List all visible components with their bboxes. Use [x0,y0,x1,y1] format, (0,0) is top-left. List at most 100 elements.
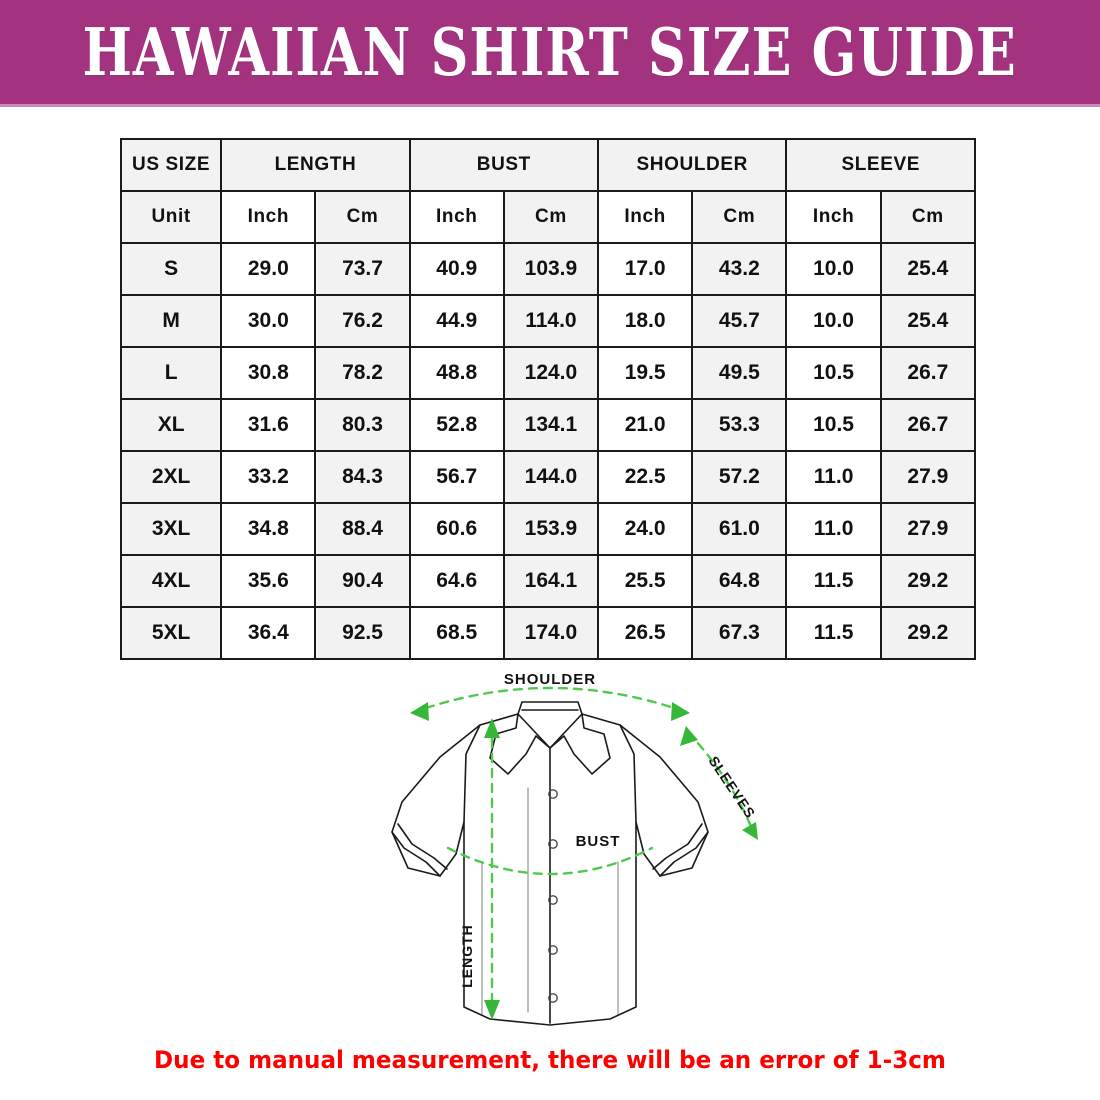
cell-size: M [119,294,223,348]
cell-shoulder_in: 17.0 [597,242,694,296]
cell-shoulder_cm: 45.7 [691,294,788,348]
collar-stand [517,701,583,715]
cell-bust_cm: 153.9 [502,502,600,556]
table-head: US SIZE LENGTH BUST SHOULDER SLEEVE Unit… [119,138,977,244]
cell-sleeve_in: 11.0 [785,450,882,504]
cell-length_in: 36.4 [220,606,317,660]
cell-shoulder_cm: 53.3 [691,398,788,452]
sleeves-arrow-bottom [742,822,758,840]
cell-size: XL [119,398,223,452]
cell-bust_in: 40.9 [408,242,505,296]
measurement-error-note: Due to manual measurement, there will be… [154,1046,946,1074]
size-table-container: US SIZE LENGTH BUST SHOULDER SLEEVE Unit… [119,138,977,660]
right-lapel [549,713,611,775]
unit-header-row: Unit Inch Cm Inch Cm Inch Cm Inch Cm [119,190,977,244]
cell-shoulder_cm: 67.3 [691,606,788,660]
button-5 [548,993,558,1003]
cell-sleeve_cm: 26.7 [879,398,977,452]
cell-shoulder_cm: 43.2 [691,242,788,296]
cell-bust_in: 52.8 [408,398,505,452]
cell-sleeve_cm: 29.2 [879,554,977,608]
unit-header-sleeve-cm: Cm [879,190,977,244]
button-4 [548,945,558,955]
unit-header-shoulder-cm: Cm [691,190,788,244]
cell-sleeve_cm: 27.9 [879,502,977,556]
cell-shoulder_in: 26.5 [597,606,694,660]
table-row: S 29.0 73.7 40.9 103.9 17.0 43.2 10.0 25.4 [119,242,977,296]
button-2 [548,839,558,849]
shoulder-guide-line [424,686,676,710]
left-lapel [489,713,551,775]
right-cuff-line-b [652,823,703,870]
shirt-diagram-svg: SHOULDER SLEEVES BUST LENGTH [391,671,759,1026]
shirt-outline [391,701,709,1026]
cell-length_in: 30.0 [220,294,317,348]
length-arrow-top [484,718,500,738]
cell-bust_cm: 174.0 [502,606,600,660]
cell-shoulder_in: 21.0 [597,398,694,452]
measurement-guides [424,686,756,1016]
cell-shoulder_in: 25.5 [597,554,694,608]
size-table: US SIZE LENGTH BUST SHOULDER SLEEVE Unit… [119,138,977,660]
label-length: LENGTH [459,924,475,988]
cell-sleeve_in: 11.5 [785,606,882,660]
cell-length_in: 30.8 [220,346,317,400]
cell-length_in: 29.0 [220,242,317,296]
left-cuff-line-b [397,823,448,870]
cell-sleeve_in: 11.5 [785,554,882,608]
shirt-diagram: SHOULDER SLEEVES BUST LENGTH [330,662,770,1042]
cell-sleeve_cm: 25.4 [879,242,977,296]
cell-bust_in: 68.5 [408,606,505,660]
table-row: 2XL 33.2 84.3 56.7 144.0 22.5 57.2 11.0 27.9 [119,450,977,504]
cell-bust_in: 60.6 [408,502,505,556]
cell-length_cm: 80.3 [314,398,411,452]
cell-bust_cm: 103.9 [502,242,600,296]
group-header-row: US SIZE LENGTH BUST SHOULDER SLEEVE [119,138,976,192]
button-3 [548,895,558,905]
cell-bust_in: 56.7 [408,450,505,504]
unit-header-sleeve-inch: Inch [785,190,882,244]
shoulder-arrow-right [671,702,690,721]
cell-shoulder_cm: 61.0 [691,502,788,556]
cell-length_cm: 88.4 [314,502,411,556]
right-shoulder-seam [619,724,637,823]
shirt-buttons [548,789,558,1003]
cell-size: 2XL [119,450,223,504]
cell-bust_cm: 144.0 [502,450,600,504]
cell-bust_in: 48.8 [408,346,505,400]
page-title: Hawaiian Shirt Size Guide [82,12,1018,92]
cell-length_in: 35.6 [220,554,317,608]
cell-length_in: 33.2 [220,450,317,504]
banner-underline [0,104,1100,107]
unit-header-length-cm: Cm [314,190,411,244]
shoulder-arrow-left [410,702,429,721]
table-row: L 30.8 78.2 48.8 124.0 19.5 49.5 10.5 26.7 [119,346,977,400]
unit-header-length-inch: Inch [220,190,317,244]
cell-sleeve_cm: 27.9 [879,450,977,504]
right-cuff-line-a [659,831,709,877]
cell-sleeve_in: 10.5 [785,346,882,400]
group-header-us-size: US SIZE [119,138,223,192]
cell-length_cm: 92.5 [314,606,411,660]
cell-shoulder_in: 19.5 [597,346,694,400]
measurement-arrowheads [410,702,758,1020]
group-header-sleeve: SLEEVE [785,138,976,192]
cell-length_in: 34.8 [220,502,317,556]
bust-guide-line [446,846,654,876]
cell-bust_cm: 164.1 [502,554,600,608]
label-bust: BUST [576,833,621,850]
cell-bust_in: 64.6 [408,554,505,608]
cell-sleeve_in: 10.0 [785,294,882,348]
cell-size: S [119,242,223,296]
table-row: M 30.0 76.2 44.9 114.0 18.0 45.7 10.0 25.4 [119,294,977,348]
cell-shoulder_cm: 64.8 [691,554,788,608]
group-header-shoulder: SHOULDER [597,138,788,192]
cell-sleeve_cm: 29.2 [879,606,977,660]
unit-header-bust-inch: Inch [408,190,505,244]
cell-bust_cm: 124.0 [502,346,600,400]
table-row: XL 31.6 80.3 52.8 134.1 21.0 53.3 10.5 26.7 [119,398,977,452]
cell-length_cm: 84.3 [314,450,411,504]
sleeves-guide-line [686,730,756,836]
label-sleeves: SLEEVES [705,753,758,821]
